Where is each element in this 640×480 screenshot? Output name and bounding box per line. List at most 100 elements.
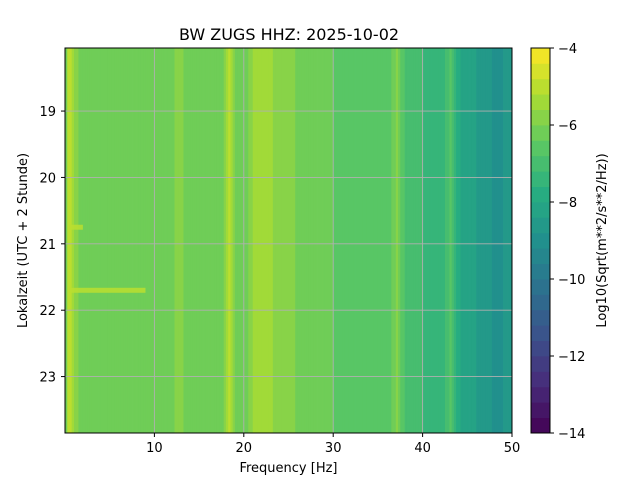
heatmap-column [500,48,504,433]
heatmap-column [301,48,305,433]
heatmap-column [199,48,202,433]
heatmap-column [268,48,272,433]
heatmap-column [134,48,137,433]
heatmap-column [351,48,354,433]
heatmap-column [482,48,486,433]
heatmap-column [91,48,95,433]
heatmap-column [422,48,426,433]
heatmap-column [447,48,450,433]
colorbar-tick-label: −12 [558,350,585,365]
heatmap-column [225,48,229,433]
heatmap-column [292,48,296,433]
heatmap-column [460,48,464,433]
heatmap-column [366,48,370,433]
heatmap-column [315,48,318,433]
x-tick-label: 50 [504,441,521,456]
colorbar-tick-label: −14 [558,427,585,442]
colorbar-segment [531,325,550,341]
heatmap-column [181,48,184,433]
heatmap-column [76,48,79,433]
heatmap-column [330,48,334,433]
heatmap-column [415,48,419,433]
colorbar-segment [531,109,550,126]
heatmap-column [212,48,216,433]
heatmap-column [214,48,218,433]
heatmap-column [237,48,240,433]
heatmap-column [80,48,84,433]
heatmap-column [404,48,408,433]
heatmap-column [152,48,155,433]
heatmap-column [82,48,86,433]
colorbar-segment [531,155,550,172]
heatmap-column [420,48,424,433]
heatmap-column [223,48,227,433]
colorbar-ticks: −14 −12 −10 −8 −6 −4 [550,42,585,442]
heatmap-column [335,48,339,433]
heatmap-column [94,48,97,433]
colorbar-segment [531,125,550,141]
heatmap-column [250,48,254,433]
heatmap-column [313,48,316,433]
heatmap-column [127,48,131,433]
heatmap-column [272,48,276,433]
heatmap-column [105,48,108,433]
heatmap-column [67,48,70,433]
heatmap-column [328,48,332,433]
heatmap-column [89,48,93,433]
heatmap-column [165,48,169,433]
heatmap-column [324,48,327,433]
heatmap-column [409,48,412,433]
heatmap-column [279,48,283,433]
heatmap-column [103,48,106,433]
colorbar-segment [531,263,550,280]
heatmap-column [505,48,508,433]
y-axis-label: Lokalzeit (UTC + 2 Stunde) [16,153,31,328]
heatmap-column [183,48,187,433]
heatmap-column [107,48,111,433]
heatmap-column [348,48,352,433]
heatmap-column [254,48,258,433]
heatmap-column [145,48,149,433]
heatmap-column [411,48,415,433]
heatmap-column [109,48,113,433]
heatmap-column [176,48,180,433]
colorbar-tick-label: −4 [558,42,577,57]
colorbar-segment [531,78,550,95]
heatmap-column [297,48,301,433]
heatmap-column [161,48,164,433]
heatmap-column [458,48,461,433]
heatmap-column [424,48,428,433]
x-tick-label: 10 [146,441,163,456]
heatmap-column [100,48,104,433]
colorbar-segment [531,94,550,110]
heatmap-column [69,48,73,433]
colorbar-segment [531,340,550,357]
heatmap-column [299,48,303,433]
heatmap-column [353,48,356,433]
heatmap-column [491,48,495,433]
heatmap-column [230,48,234,433]
heatmap-column [65,48,68,433]
heatmap-column [364,48,368,433]
heatmap-column [438,48,441,433]
heatmap-column [375,48,379,433]
heatmap-column [368,48,372,433]
heatmap-column [474,48,477,433]
heatmap-area [65,48,513,433]
colorbar-segment [531,232,550,249]
heatmap-column [138,48,142,433]
heatmap-column [467,48,470,433]
heatmap-column [456,48,459,433]
x-tick-label: 30 [325,441,342,456]
heatmap-column [125,48,128,433]
heatmap-column [190,48,193,433]
colorbar-segment [531,417,550,434]
heatmap-column [395,48,399,433]
colorbar-tick-label: −6 [558,119,577,134]
y-tick-label: 19 [39,105,56,120]
colorbar-tick-label: −10 [558,273,585,288]
heatmap-column [440,48,444,433]
heatmap-column [178,48,182,433]
colorbar-segment [531,371,550,388]
heatmap-column [449,48,453,433]
